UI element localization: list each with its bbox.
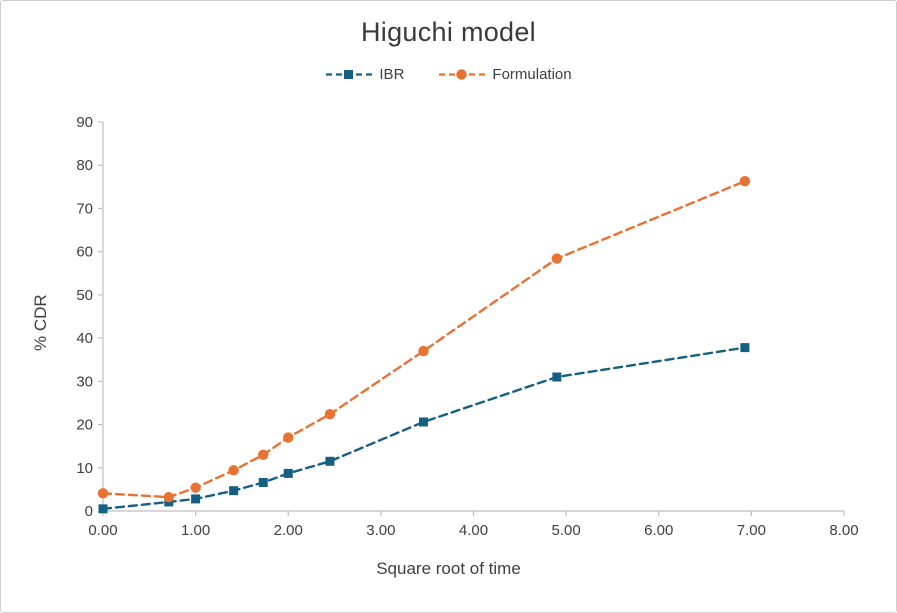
svg-text:6.00: 6.00	[644, 522, 673, 539]
svg-text:90: 90	[76, 114, 93, 131]
x-axis-label: Square root of time	[376, 559, 521, 578]
svg-text:40: 40	[76, 330, 93, 347]
chart-body: % CDR 0 10 20 30 40 50 60 70 80 90 0.00 1.00 2.00 3.0…	[1, 110, 896, 555]
svg-text:70: 70	[76, 200, 93, 217]
legend-item-formulation: Formulation	[438, 65, 572, 83]
svg-text:0: 0	[85, 503, 93, 520]
chart-title: Higuchi model	[361, 17, 536, 47]
legend-swatch-formulation	[439, 68, 486, 80]
y-axis-label: % CDR	[31, 294, 50, 351]
svg-text:20: 20	[76, 417, 93, 434]
svg-text:80: 80	[76, 157, 93, 174]
svg-text:60: 60	[76, 244, 93, 261]
plot-area: 0 10 20 30 40 50 60 70 80 90 0.00 1.00 2.00 3.00 4.00 5…	[76, 114, 858, 539]
svg-text:30: 30	[76, 373, 93, 390]
legend-swatch-ibr	[326, 69, 373, 79]
svg-text:4.00: 4.00	[459, 522, 488, 539]
svg-text:1.00: 1.00	[181, 522, 210, 539]
svg-text:8.00: 8.00	[829, 522, 858, 539]
legend-label-formulation: Formulation	[492, 65, 572, 83]
svg-text:2.00: 2.00	[274, 522, 303, 539]
svg-text:3.00: 3.00	[366, 522, 395, 539]
svg-text:7.00: 7.00	[737, 522, 766, 539]
svg-text:10: 10	[76, 460, 93, 477]
svg-text:50: 50	[76, 287, 93, 304]
svg-text:0.00: 0.00	[88, 522, 117, 539]
legend-label-ibr: IBR	[379, 65, 405, 83]
legend-item-ibr: IBR	[325, 66, 404, 83]
svg-text:5.00: 5.00	[552, 522, 581, 539]
legend: IBR Formulation	[1, 64, 896, 84]
